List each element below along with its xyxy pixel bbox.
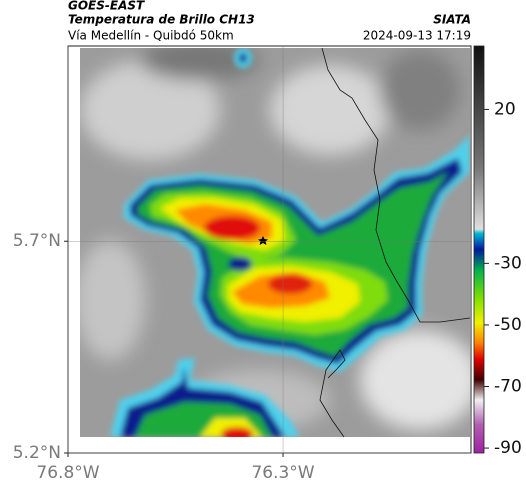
source: SIATA (433, 13, 471, 27)
colorbar-tick-label: -30 (494, 253, 522, 273)
x-tick-label: 76.3°W (251, 463, 314, 483)
route: Vía Medellín - Quibdó 50km (68, 29, 234, 43)
borders (319, 47, 471, 438)
colorbar-tick-label: -50 (494, 315, 522, 335)
colorbar-tick-label: 20 (494, 99, 516, 119)
colorbar (473, 45, 485, 454)
timestamp: 2024-09-13 17:19 (363, 29, 471, 43)
location-marker (258, 236, 268, 245)
y-tick-label: 5.2°N (13, 443, 61, 463)
subtitle: Temperatura de Brillo CH13 (68, 13, 255, 27)
colorbar-tick-label: -90 (494, 438, 522, 458)
y-tick-label: 5.7°N (13, 231, 61, 251)
satellite-image (80, 48, 470, 437)
axes: 76.8°W 76.3°W 5.2°N 5.7°N 20 -30 -50 -70 -90 (13, 46, 522, 483)
title: GOES-EAST (68, 0, 145, 13)
x-tick-label: 76.8°W (36, 463, 99, 483)
colorbar-tick-label: -70 (494, 377, 522, 397)
